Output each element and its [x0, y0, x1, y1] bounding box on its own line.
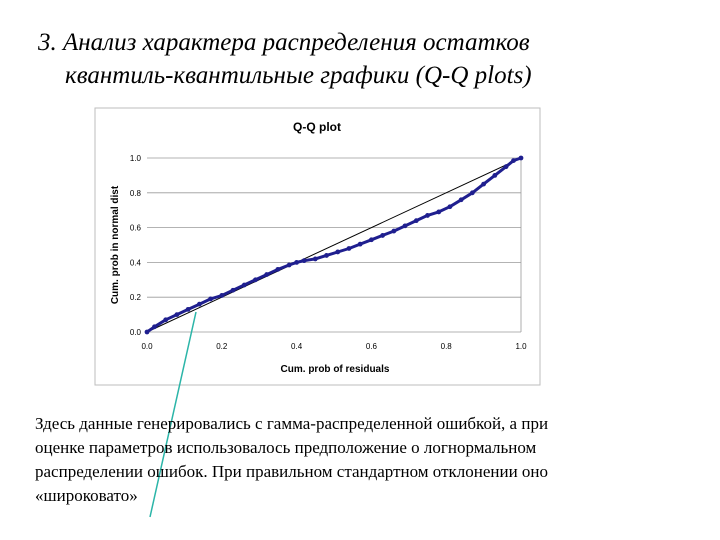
y-axis-label: Cum. prob in normal dist	[110, 185, 121, 304]
y-tick-label: 0.8	[130, 189, 142, 198]
data-point	[335, 249, 341, 255]
description-line-3: распределении ошибок. При правильном ста…	[35, 462, 549, 481]
data-point	[391, 228, 397, 234]
x-tick-label: 0.2	[216, 342, 228, 351]
reference-line	[146, 157, 522, 333]
data-point	[174, 312, 180, 317]
data-point	[511, 158, 516, 164]
data-point	[312, 256, 318, 262]
slide-title-line-1: 3. Анализ характера распределения остатк…	[38, 29, 530, 56]
description-line-2: оценке параметров использовалось предпол…	[35, 438, 537, 457]
data-point	[518, 155, 524, 161]
data-point	[380, 233, 386, 238]
annotation-arrow	[149, 311, 197, 518]
y-tick-label: 1.0	[130, 154, 142, 163]
data-point	[219, 293, 225, 298]
data-point	[357, 241, 363, 247]
data-point	[503, 164, 509, 170]
data-point	[492, 173, 498, 178]
data-point	[163, 317, 169, 323]
y-tick-label: 0.4	[130, 258, 142, 267]
y-tick-labels: 0.0 0.2 0.4 0.6 0.8 1.0	[130, 154, 142, 337]
data-series	[144, 155, 524, 335]
data-point	[458, 197, 464, 203]
chart-frame	[94, 107, 541, 386]
data-point	[144, 329, 150, 335]
x-tick-label: 0.4	[291, 342, 303, 351]
data-point	[264, 272, 270, 277]
data-point	[286, 262, 292, 268]
x-tick-label: 0.8	[441, 342, 453, 351]
data-point	[436, 209, 442, 215]
y-tick-label: 0.0	[130, 328, 142, 337]
y-tick-label: 0.6	[130, 224, 142, 233]
x-tick-labels: 0.0 0.2 0.4 0.6 0.8 1.0	[141, 342, 527, 351]
data-point	[253, 277, 258, 283]
description-line-1: Здесь данные генерировались с гамма-расп…	[35, 414, 549, 433]
x-tick-label: 0.6	[366, 342, 378, 351]
data-point	[469, 190, 475, 196]
data-point	[230, 287, 236, 293]
data-point	[152, 324, 157, 330]
x-tick-label: 0.0	[141, 342, 153, 351]
chart-title: Q-Q plot	[293, 120, 341, 134]
data-point	[413, 218, 419, 224]
data-point	[346, 246, 352, 251]
data-point	[481, 181, 486, 187]
data-point	[402, 223, 408, 229]
description-line-4: «широковато»	[35, 486, 138, 505]
y-tick-label: 0.2	[130, 293, 142, 302]
data-point	[241, 282, 247, 288]
data-point	[294, 260, 299, 265]
data-point	[185, 306, 191, 312]
data-point	[275, 266, 281, 272]
description: Здесь данные генерировались с гамма-расп…	[35, 412, 695, 508]
data-point	[301, 258, 307, 264]
data-point	[208, 296, 213, 302]
data-point	[447, 204, 453, 210]
x-tick-label: 1.0	[515, 342, 527, 351]
slide-title: 3. Анализ характера распределения остатк…	[38, 26, 698, 92]
data-point	[324, 253, 329, 258]
slide-title-line-2: квантиль-квантильные графики (Q-Q plots)	[65, 62, 532, 89]
data-point	[196, 301, 202, 307]
x-axis-label: Cum. prob of residuals	[281, 364, 390, 375]
data-point	[369, 237, 374, 243]
data-point	[425, 213, 430, 218]
